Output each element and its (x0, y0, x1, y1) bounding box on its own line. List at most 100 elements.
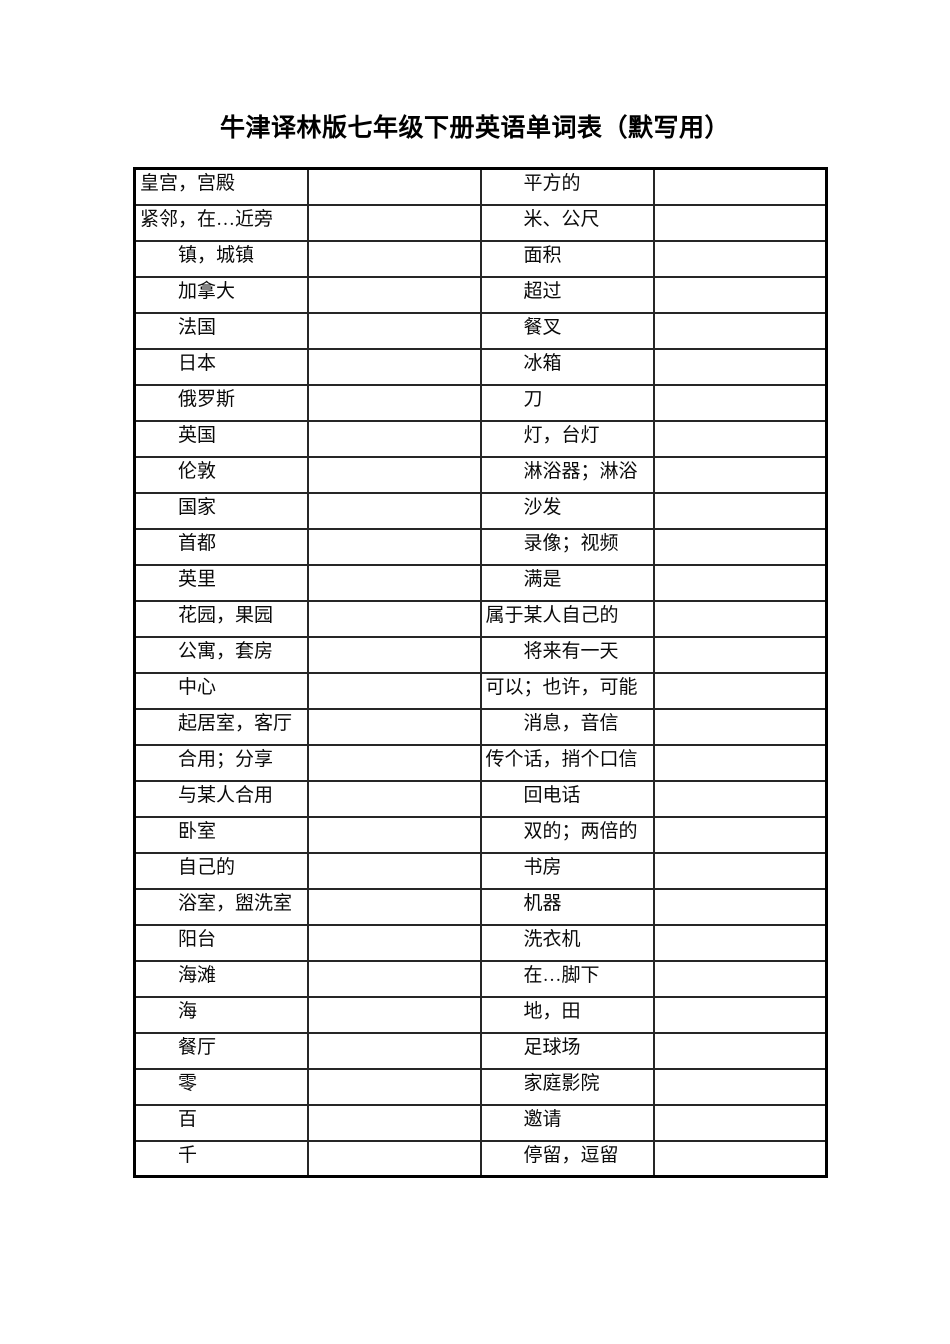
english-blank-cell-right (652, 383, 828, 422)
chinese-term-cell-right: 足球场 (479, 1031, 655, 1070)
chinese-term-cell-left: 海滩 (133, 959, 309, 998)
chinese-term-cell-right: 满是 (479, 563, 655, 602)
chinese-term-cell-left: 皇宫，宫殿 (133, 167, 309, 206)
english-blank-cell-left (306, 707, 482, 746)
table-row: 紧邻，在…近旁 米、公尺 (133, 203, 828, 242)
english-blank-cell-right (652, 1031, 828, 1070)
chinese-term-cell-right: 属于某人自己的 (479, 599, 655, 638)
chinese-term-cell-right: 洗衣机 (479, 923, 655, 962)
english-blank-cell-right (652, 851, 828, 890)
chinese-term-cell-left: 公寓，套房 (133, 635, 309, 674)
table-row: 俄罗斯 刀 (133, 383, 828, 422)
page-title: 牛津译林版七年级下册英语单词表（默写用） (219, 114, 730, 142)
english-blank-cell-right (652, 1103, 828, 1142)
english-blank-cell-right (652, 635, 828, 674)
chinese-term-cell-left: 俄罗斯 (133, 383, 309, 422)
english-blank-cell-left (306, 779, 482, 818)
english-blank-cell-left (306, 923, 482, 962)
chinese-term-cell-right: 传个话，捎个口信 (479, 743, 655, 782)
chinese-term-cell-right: 停留，逗留 (479, 1139, 655, 1178)
english-blank-cell-right (652, 311, 828, 350)
table-row: 镇，城镇 面积 (133, 239, 828, 278)
chinese-term-cell-right: 双的；两倍的 (479, 815, 655, 854)
english-blank-cell-left (306, 239, 482, 278)
table-row: 法国 餐叉 (133, 311, 828, 350)
table-row: 英国 灯，台灯 (133, 419, 828, 458)
english-blank-cell-left (306, 959, 482, 998)
chinese-term-cell-left: 阳台 (133, 923, 309, 962)
chinese-term-cell-left: 国家 (133, 491, 309, 530)
english-blank-cell-right (652, 167, 828, 206)
vocab-table: 皇宫，宫殿 平方的 紧邻，在…近旁 米、公尺 镇，城镇 面积 加拿大 超过 法国 … (133, 167, 828, 1178)
english-blank-cell-left (306, 815, 482, 854)
english-blank-cell-left (306, 455, 482, 494)
chinese-term-cell-left: 首都 (133, 527, 309, 566)
english-blank-cell-left (306, 1139, 482, 1178)
table-row: 合用；分享 传个话，捎个口信 (133, 743, 828, 782)
chinese-term-cell-left: 法国 (133, 311, 309, 350)
english-blank-cell-left (306, 311, 482, 350)
chinese-term-cell-right: 灯，台灯 (479, 419, 655, 458)
english-blank-cell-right (652, 815, 828, 854)
chinese-term-cell-left: 海 (133, 995, 309, 1034)
table-row: 卧室 双的；两倍的 (133, 815, 828, 854)
english-blank-cell-right (652, 1139, 828, 1178)
table-row: 零 家庭影院 (133, 1067, 828, 1106)
english-blank-cell-right (652, 779, 828, 818)
chinese-term-cell-left: 起居室，客厅 (133, 707, 309, 746)
english-blank-cell-left (306, 599, 482, 638)
english-blank-cell-left (306, 995, 482, 1034)
table-row: 日本 冰箱 (133, 347, 828, 386)
chinese-term-cell-right: 冰箱 (479, 347, 655, 386)
english-blank-cell-left (306, 563, 482, 602)
english-blank-cell-right (652, 239, 828, 278)
english-blank-cell-left (306, 383, 482, 422)
chinese-term-cell-right: 面积 (479, 239, 655, 278)
table-row: 中心 可以；也许，可能 (133, 671, 828, 710)
english-blank-cell-right (652, 959, 828, 998)
chinese-term-cell-right: 消息，音信 (479, 707, 655, 746)
english-blank-cell-left (306, 671, 482, 710)
english-blank-cell-right (652, 743, 828, 782)
english-blank-cell-right (652, 527, 828, 566)
english-blank-cell-left (306, 887, 482, 926)
english-blank-cell-right (652, 707, 828, 746)
english-blank-cell-left (306, 527, 482, 566)
english-blank-cell-right (652, 455, 828, 494)
table-row: 与某人合用 回电话 (133, 779, 828, 818)
table-row: 浴室，盥洗室 机器 (133, 887, 828, 926)
table-row: 起居室，客厅 消息，音信 (133, 707, 828, 746)
table-row: 海 地，田 (133, 995, 828, 1034)
english-blank-cell-right (652, 923, 828, 962)
chinese-term-cell-left: 加拿大 (133, 275, 309, 314)
chinese-term-cell-left: 伦敦 (133, 455, 309, 494)
chinese-term-cell-left: 花园，果园 (133, 599, 309, 638)
table-row: 加拿大 超过 (133, 275, 828, 314)
table-row: 公寓，套房 将来有一天 (133, 635, 828, 674)
chinese-term-cell-left: 紧邻，在…近旁 (133, 203, 309, 242)
chinese-term-cell-right: 沙发 (479, 491, 655, 530)
english-blank-cell-left (306, 1067, 482, 1106)
chinese-term-cell-right: 餐叉 (479, 311, 655, 350)
english-blank-cell-right (652, 1067, 828, 1106)
chinese-term-cell-right: 平方的 (479, 167, 655, 206)
chinese-term-cell-left: 百 (133, 1103, 309, 1142)
chinese-term-cell-left: 英国 (133, 419, 309, 458)
english-blank-cell-right (652, 671, 828, 710)
english-blank-cell-left (306, 491, 482, 530)
english-blank-cell-left (306, 635, 482, 674)
chinese-term-cell-right: 地，田 (479, 995, 655, 1034)
english-blank-cell-left (306, 743, 482, 782)
english-blank-cell-left (306, 167, 482, 206)
table-row: 国家 沙发 (133, 491, 828, 530)
english-blank-cell-left (306, 347, 482, 386)
vocab-table-body: 皇宫，宫殿 平方的 紧邻，在…近旁 米、公尺 镇，城镇 面积 加拿大 超过 法国 … (133, 167, 828, 1178)
english-blank-cell-left (306, 1103, 482, 1142)
chinese-term-cell-left: 零 (133, 1067, 309, 1106)
english-blank-cell-left (306, 419, 482, 458)
table-row: 阳台 洗衣机 (133, 923, 828, 962)
chinese-term-cell-right: 录像；视频 (479, 527, 655, 566)
table-row: 首都 录像；视频 (133, 527, 828, 566)
chinese-term-cell-right: 米、公尺 (479, 203, 655, 242)
